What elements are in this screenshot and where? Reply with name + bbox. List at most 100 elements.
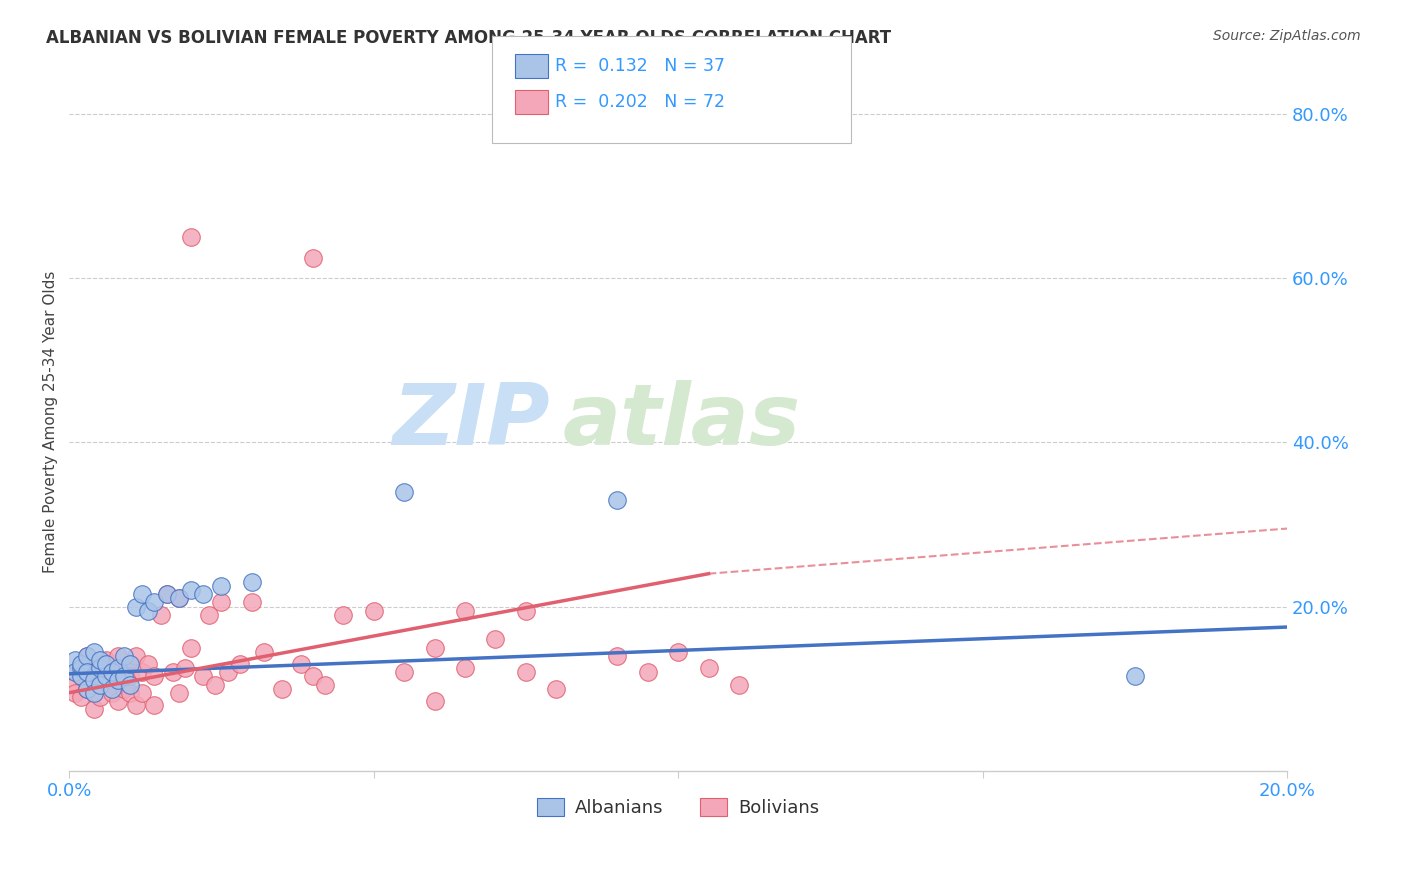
Point	[107, 648, 129, 663]
Point	[314, 677, 336, 691]
Text: ALBANIAN VS BOLIVIAN FEMALE POVERTY AMONG 25-34 YEAR OLDS CORRELATION CHART: ALBANIAN VS BOLIVIAN FEMALE POVERTY AMON…	[46, 29, 891, 47]
Point	[454, 661, 477, 675]
Point	[94, 669, 117, 683]
Point	[240, 574, 263, 589]
Point	[70, 669, 93, 683]
Point	[193, 587, 215, 601]
Point	[89, 661, 111, 675]
Point	[89, 653, 111, 667]
Text: R =  0.202   N = 72: R = 0.202 N = 72	[555, 93, 725, 111]
Y-axis label: Female Poverty Among 25-34 Year Olds: Female Poverty Among 25-34 Year Olds	[44, 270, 58, 573]
Point	[546, 681, 568, 696]
Point	[112, 681, 135, 696]
Point	[76, 665, 98, 680]
Legend: Albanians, Bolivians: Albanians, Bolivians	[530, 790, 827, 824]
Point	[143, 595, 166, 609]
Point	[423, 694, 446, 708]
Point	[112, 661, 135, 675]
Point	[107, 661, 129, 675]
Point	[332, 607, 354, 622]
Point	[125, 599, 148, 614]
Point	[125, 698, 148, 712]
Point	[666, 645, 689, 659]
Point	[89, 677, 111, 691]
Point	[120, 657, 142, 671]
Point	[101, 681, 124, 696]
Point	[83, 686, 105, 700]
Point	[167, 686, 190, 700]
Point	[89, 690, 111, 704]
Point	[423, 640, 446, 655]
Point	[70, 657, 93, 671]
Point	[83, 645, 105, 659]
Text: atlas: atlas	[562, 380, 800, 463]
Point	[65, 677, 87, 691]
Point	[70, 657, 93, 671]
Point	[211, 579, 233, 593]
Point	[120, 657, 142, 671]
Point	[217, 665, 239, 680]
Point	[94, 653, 117, 667]
Point	[484, 632, 506, 647]
Text: R =  0.132   N = 37: R = 0.132 N = 37	[555, 57, 725, 75]
Point	[301, 251, 323, 265]
Point	[301, 669, 323, 683]
Point	[83, 665, 105, 680]
Point	[229, 657, 252, 671]
Point	[120, 677, 142, 691]
Point	[120, 686, 142, 700]
Point	[65, 653, 87, 667]
Point	[637, 665, 659, 680]
Point	[89, 669, 111, 683]
Point	[120, 669, 142, 683]
Point	[143, 698, 166, 712]
Point	[156, 587, 179, 601]
Point	[606, 648, 628, 663]
Point	[112, 648, 135, 663]
Point	[180, 583, 202, 598]
Point	[180, 640, 202, 655]
Point	[76, 681, 98, 696]
Text: ZIP: ZIP	[392, 380, 550, 463]
Point	[83, 686, 105, 700]
Point	[515, 604, 537, 618]
Point	[76, 648, 98, 663]
Point	[107, 673, 129, 688]
Point	[107, 694, 129, 708]
Point	[138, 604, 160, 618]
Point	[167, 591, 190, 606]
Text: Source: ZipAtlas.com: Source: ZipAtlas.com	[1213, 29, 1361, 44]
Point	[83, 702, 105, 716]
Point	[271, 681, 294, 696]
Point	[70, 690, 93, 704]
Point	[101, 686, 124, 700]
Point	[131, 686, 153, 700]
Point	[89, 657, 111, 671]
Point	[101, 665, 124, 680]
Point	[149, 607, 172, 622]
Point	[454, 604, 477, 618]
Point	[76, 661, 98, 675]
Point	[107, 673, 129, 688]
Point	[138, 657, 160, 671]
Point	[174, 661, 197, 675]
Point	[728, 677, 751, 691]
Point	[167, 591, 190, 606]
Point	[83, 673, 105, 688]
Point	[76, 648, 98, 663]
Point	[70, 661, 93, 675]
Point	[606, 492, 628, 507]
Point	[211, 595, 233, 609]
Point	[156, 587, 179, 601]
Point	[392, 665, 415, 680]
Point	[101, 665, 124, 680]
Point	[94, 657, 117, 671]
Point	[76, 681, 98, 696]
Point	[143, 669, 166, 683]
Point	[697, 661, 720, 675]
Point	[392, 484, 415, 499]
Point	[76, 673, 98, 688]
Point	[363, 604, 385, 618]
Point	[65, 686, 87, 700]
Point	[198, 607, 221, 622]
